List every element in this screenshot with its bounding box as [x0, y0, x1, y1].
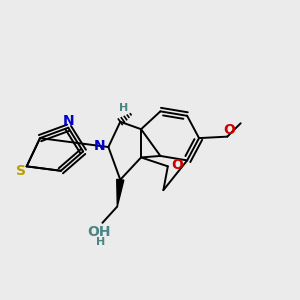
Text: O: O: [223, 123, 235, 137]
Text: OH: OH: [88, 225, 111, 239]
Text: O: O: [171, 158, 183, 172]
Text: H: H: [96, 237, 106, 247]
Polygon shape: [117, 179, 124, 206]
Text: S: S: [16, 164, 26, 178]
Text: N: N: [94, 139, 105, 153]
Text: N: N: [63, 114, 75, 128]
Text: H: H: [118, 103, 128, 113]
